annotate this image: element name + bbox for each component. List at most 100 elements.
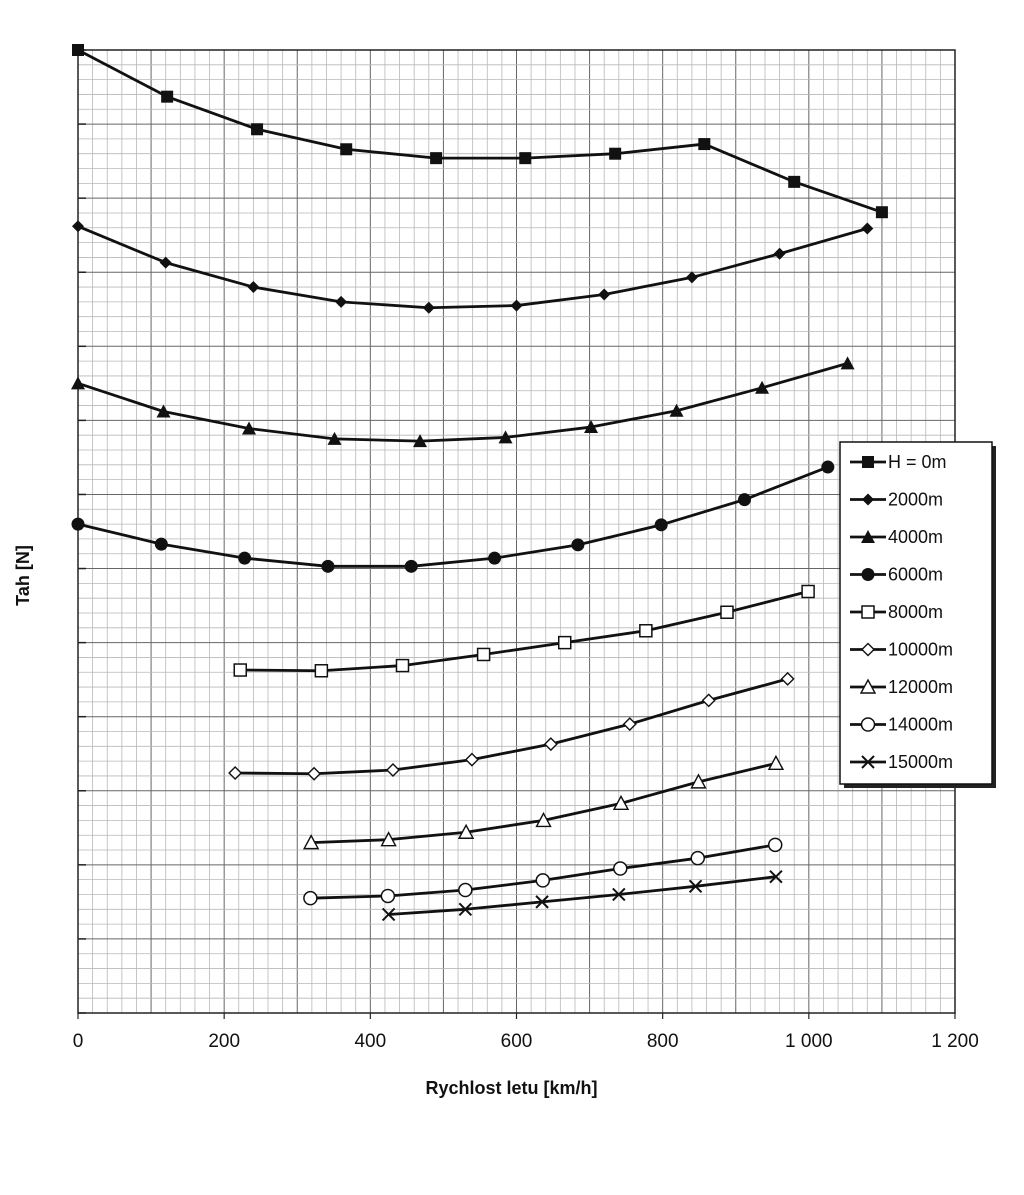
- data-point: [307, 766, 322, 781]
- x-tick-label: 1 000: [785, 1031, 833, 1052]
- data-point: [654, 518, 668, 532]
- data-point: [861, 530, 875, 543]
- data-point: [557, 635, 572, 650]
- legend-label: 15000m: [888, 752, 953, 772]
- data-point: [840, 356, 855, 370]
- data-point: [327, 431, 342, 445]
- series-layer: [71, 44, 888, 922]
- data-point: [381, 907, 396, 922]
- data-point: [821, 460, 835, 474]
- data-point: [738, 493, 752, 507]
- data-point: [510, 299, 523, 312]
- data-point: [321, 559, 335, 573]
- legend-item: 2000m: [850, 490, 943, 510]
- x-axis-tick-labels: 0 200 400 600 800 1 000 1 200: [73, 1013, 979, 1052]
- data-point: [238, 551, 252, 565]
- series-7: [302, 754, 785, 850]
- data-point: [380, 831, 397, 847]
- series-line: [240, 590, 809, 673]
- data-point: [385, 763, 400, 778]
- series-line: [235, 677, 789, 776]
- data-point: [622, 717, 637, 732]
- data-point: [612, 794, 630, 811]
- legend-label: 14000m: [888, 715, 953, 735]
- x-tick-label: 0: [73, 1031, 84, 1052]
- data-point: [242, 421, 257, 435]
- y-axis-ticks: [78, 49, 86, 1014]
- series-line: [77, 225, 868, 310]
- legend-label: H = 0m: [888, 452, 947, 472]
- series-8: [303, 837, 783, 906]
- legend-item: 4000m: [850, 527, 943, 547]
- legend-label: 10000m: [888, 640, 953, 660]
- data-point: [612, 887, 626, 902]
- x-tick-label: 1 200: [931, 1031, 979, 1052]
- data-point: [669, 403, 684, 417]
- data-point: [457, 823, 475, 839]
- data-point: [535, 895, 549, 909]
- data-point: [498, 430, 513, 444]
- data-point: [861, 222, 874, 235]
- data-point: [71, 376, 85, 390]
- data-point: [161, 90, 174, 103]
- legend-label: 6000m: [888, 565, 943, 585]
- series-line: [388, 875, 777, 916]
- data-point: [458, 902, 473, 916]
- data-point: [535, 811, 552, 828]
- data-point: [769, 869, 783, 884]
- legend-item: 15000m: [850, 752, 953, 772]
- data-point: [639, 624, 653, 638]
- data-point: [861, 642, 875, 657]
- data-point: [698, 138, 711, 151]
- data-point: [413, 434, 428, 448]
- data-point: [72, 44, 84, 56]
- data-point: [861, 605, 875, 619]
- data-point: [773, 247, 786, 260]
- series-3: [71, 356, 855, 448]
- data-point: [303, 890, 318, 906]
- data-point: [788, 175, 801, 188]
- x-tick-label: 400: [354, 1031, 386, 1052]
- data-point: [430, 152, 443, 165]
- data-point: [156, 404, 171, 418]
- data-point: [859, 678, 877, 694]
- legend-item: 10000m: [850, 640, 953, 660]
- x-tick-label: 600: [501, 1031, 533, 1052]
- series-line: [310, 843, 776, 900]
- data-point: [701, 693, 716, 708]
- data-point: [543, 737, 558, 752]
- data-point: [571, 538, 585, 552]
- grid: [77, 49, 956, 1014]
- legend-label: 12000m: [888, 677, 953, 697]
- data-point: [609, 147, 622, 160]
- data-point: [584, 420, 599, 434]
- data-point: [72, 220, 84, 233]
- data-point: [598, 288, 611, 301]
- x-tick-label: 800: [647, 1031, 679, 1052]
- data-point: [861, 568, 875, 581]
- data-point: [422, 301, 435, 314]
- data-point: [875, 206, 888, 219]
- data-point: [862, 493, 874, 506]
- data-point: [488, 551, 502, 565]
- series-6: [228, 671, 795, 781]
- series-5: [233, 584, 815, 678]
- data-point: [404, 559, 418, 573]
- legend-label: 8000m: [888, 602, 943, 622]
- data-point: [314, 664, 329, 678]
- data-point: [861, 755, 875, 769]
- data-point: [801, 584, 815, 599]
- series-line: [77, 48, 883, 214]
- data-point: [690, 850, 705, 866]
- series-9: [381, 869, 783, 922]
- data-point: [380, 888, 396, 904]
- data-point: [71, 517, 85, 531]
- legend-label: 4000m: [888, 527, 943, 547]
- data-point: [613, 861, 628, 876]
- series-4: [71, 460, 835, 573]
- data-point: [720, 605, 734, 619]
- data-point: [862, 456, 874, 468]
- data-point: [395, 658, 410, 673]
- data-point: [335, 295, 348, 308]
